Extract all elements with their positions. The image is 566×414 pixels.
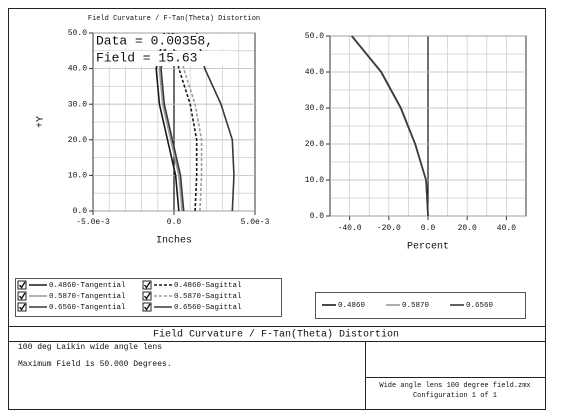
annotation: Field = 15.63 bbox=[96, 50, 197, 65]
footer-line: Maximum Field is 50.000 Degrees. bbox=[18, 360, 172, 369]
y-tick-label: 50.0 bbox=[68, 29, 87, 38]
configuration: Configuration 1 of 1 bbox=[413, 392, 497, 400]
x-tick-label: -5.0e-3 bbox=[76, 218, 110, 227]
x-tick-label: -40.0 bbox=[338, 224, 362, 233]
y-tick-label: 0.0 bbox=[73, 207, 88, 216]
legend-label: 0.5870-Tangential bbox=[49, 293, 126, 301]
footer-line: 100 deg Laikin wide angle lens bbox=[18, 343, 162, 352]
y-tick-label: 30.0 bbox=[305, 104, 324, 113]
legend-checkmark bbox=[143, 292, 151, 300]
x-tick-label: -20.0 bbox=[377, 224, 401, 233]
footer-title: Field Curvature / F-Tan(Theta) Distortio… bbox=[153, 329, 399, 341]
x-tick-label: 0.0 bbox=[167, 218, 182, 227]
legend-label: 0.5870-Sagittal bbox=[174, 293, 242, 301]
x-axis-label: Inches bbox=[156, 235, 192, 247]
legend-checkmark bbox=[18, 303, 26, 311]
y-tick-label: 40.0 bbox=[68, 65, 87, 74]
legend-checkbox[interactable] bbox=[142, 280, 152, 290]
y-tick-label: 30.0 bbox=[68, 100, 87, 109]
legend-box bbox=[15, 278, 282, 317]
legend-checkmark bbox=[18, 292, 26, 300]
y-tick-label: 0.0 bbox=[310, 212, 325, 221]
x-tick-label: 40.0 bbox=[497, 224, 516, 233]
legend-label: 0.6560 bbox=[466, 302, 494, 310]
y-tick-label: 10.0 bbox=[305, 176, 324, 185]
legend-checkbox[interactable] bbox=[17, 280, 27, 290]
y-tick-label: 40.0 bbox=[305, 68, 324, 77]
legend-checkbox[interactable] bbox=[142, 291, 152, 301]
legend-label: 0.5870 bbox=[402, 302, 430, 310]
frame bbox=[8, 8, 546, 410]
x-axis-label: Percent bbox=[407, 242, 449, 253]
y-tick-label: 10.0 bbox=[68, 172, 87, 181]
y-tick-label: 50.0 bbox=[305, 32, 324, 41]
legend-label: 0.6560-Tangential bbox=[49, 304, 126, 312]
legend-label: 0.4860-Sagittal bbox=[174, 282, 242, 290]
annotation: Data = 0.00358, bbox=[96, 33, 213, 48]
y-tick-label: 20.0 bbox=[305, 140, 324, 149]
x-tick-label: 0.0 bbox=[421, 224, 436, 233]
series-line bbox=[351, 35, 429, 217]
annotation-background bbox=[95, 34, 235, 49]
legend-checkbox[interactable] bbox=[17, 302, 27, 312]
chart-title: Field Curvature / F-Tan(Theta) Distortio… bbox=[88, 15, 260, 23]
legend-label: 0.4860-Tangential bbox=[49, 282, 126, 290]
legend-checkmark bbox=[143, 281, 151, 289]
annotation-background bbox=[95, 51, 235, 66]
legend-box bbox=[315, 292, 526, 319]
legend-checkbox[interactable] bbox=[142, 302, 152, 312]
legend-checkmark bbox=[143, 303, 151, 311]
y-axis-label: +Y bbox=[36, 116, 47, 128]
file-name: Wide angle lens 100 degree field.zmx bbox=[379, 382, 530, 390]
x-tick-label: 5.0e-3 bbox=[241, 218, 270, 227]
y-tick-label: 20.0 bbox=[68, 136, 87, 145]
legend-checkbox[interactable] bbox=[17, 291, 27, 301]
x-tick-label: 20.0 bbox=[458, 224, 477, 233]
legend-label: 0.6560-Sagittal bbox=[174, 304, 242, 312]
legend-checkmark bbox=[18, 281, 26, 289]
legend-label: 0.4860 bbox=[338, 302, 366, 310]
